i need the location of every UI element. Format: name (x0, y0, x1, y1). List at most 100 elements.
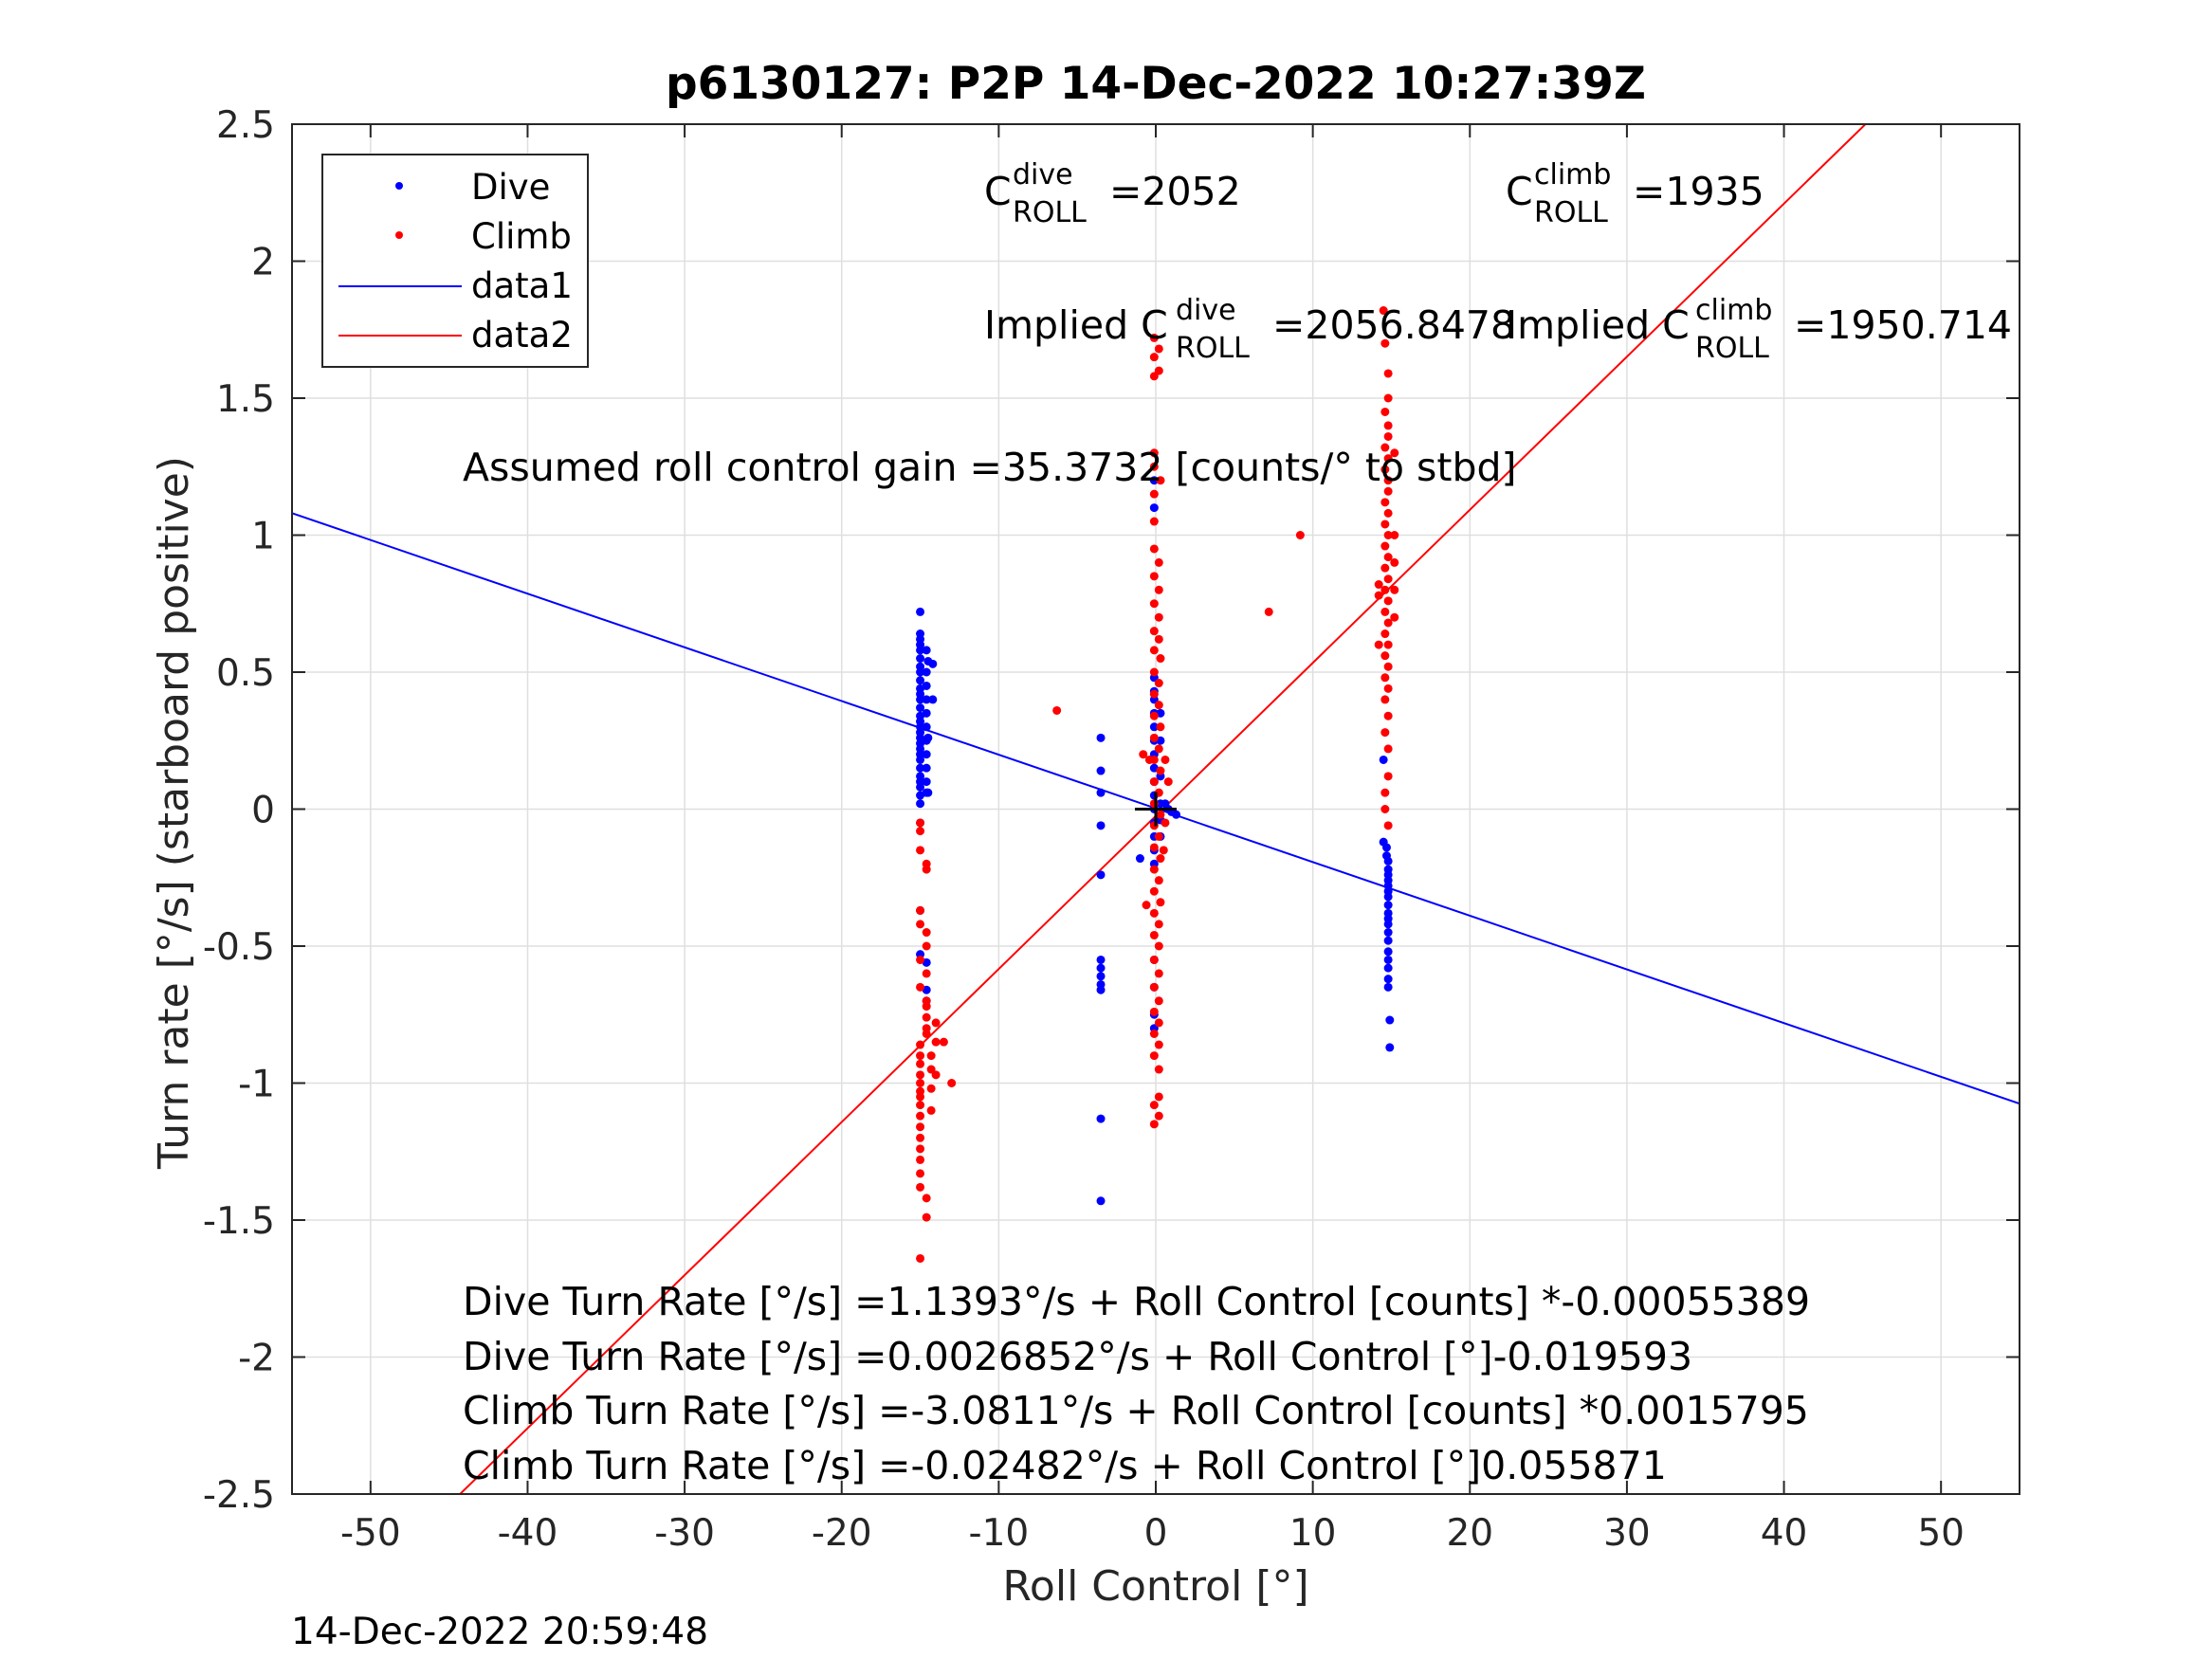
point-climb (1052, 705, 1062, 715)
legend-marker-climb (395, 231, 403, 239)
point-climb (1149, 333, 1159, 342)
point-climb (1149, 930, 1159, 939)
y-tick-label: 1 (251, 516, 275, 558)
point-climb (1156, 766, 1165, 775)
y-tick-label: 2 (251, 242, 275, 284)
point-dive (1096, 766, 1106, 775)
point-climb (1383, 574, 1393, 584)
point-climb (1390, 448, 1399, 458)
point-climb (916, 1253, 925, 1263)
point-climb (1383, 476, 1393, 485)
implied-dive-value: =2056.8478 (1272, 302, 1515, 348)
point-climb (1380, 520, 1390, 529)
point-dive (1379, 755, 1388, 764)
legend-marker-dive (395, 182, 403, 190)
point-climb (1149, 982, 1159, 992)
point-dive (916, 755, 925, 764)
point-climb (1156, 898, 1165, 907)
point-climb (916, 1111, 925, 1121)
point-dive (1096, 963, 1106, 973)
point-climb (939, 1037, 948, 1047)
point-climb (1149, 353, 1159, 362)
implied-climb-sup: climb (1695, 294, 1772, 327)
point-climb (1380, 338, 1390, 348)
point-dive (916, 799, 925, 809)
point-climb (1383, 662, 1393, 671)
roll-gain-annotation: Assumed roll control gain =35.3732 [coun… (463, 445, 1517, 490)
point-climb (1149, 448, 1159, 458)
point-dive (922, 777, 931, 787)
x-tick-label: 50 (1917, 1512, 1965, 1555)
point-dive (1096, 870, 1106, 880)
point-climb (922, 941, 931, 951)
point-climb (1149, 544, 1159, 554)
point-climb (1149, 755, 1159, 764)
y-tick-label: 0.5 (216, 652, 275, 695)
y-tick-label: -2.5 (203, 1474, 275, 1517)
axes-frame (291, 123, 2020, 1495)
point-climb (1383, 640, 1393, 649)
legend-label-climb: Climb (471, 216, 572, 257)
y-tick-label: 1.5 (216, 378, 275, 421)
point-climb (1154, 996, 1163, 1006)
fit-equation-climb-counts: Climb Turn Rate [°/s] =-3.0811°/s + Roll… (463, 1388, 1809, 1433)
point-climb (1149, 572, 1159, 581)
point-dive (916, 676, 925, 685)
point-climb (916, 1070, 925, 1080)
point-dive (922, 750, 931, 759)
point-climb (1149, 667, 1159, 677)
point-climb (1154, 744, 1163, 754)
point-dive (1096, 955, 1106, 964)
point-dive (922, 695, 931, 704)
timestamp: 14-Dec-2022 20:59:48 (291, 1611, 708, 1653)
point-climb (1380, 563, 1390, 573)
point-climb (1390, 585, 1399, 594)
c-climb-sup: climb (1534, 158, 1611, 191)
point-dive (1135, 854, 1144, 864)
point-dive (1149, 476, 1159, 485)
point-climb (1383, 508, 1393, 518)
point-climb (1380, 407, 1390, 416)
point-climb (1154, 969, 1163, 978)
point-dive (916, 695, 925, 704)
point-climb (1380, 695, 1390, 704)
point-climb (1383, 393, 1393, 403)
point-climb (1154, 612, 1163, 622)
data-points (916, 306, 1399, 1263)
point-climb (1149, 517, 1159, 526)
y-tick-label: -2 (238, 1338, 275, 1380)
point-dive (1385, 1043, 1395, 1052)
point-climb (1380, 541, 1390, 551)
x-tick-label: -10 (969, 1512, 1030, 1555)
point-dive (1096, 985, 1106, 994)
y-axis-label: Turn rate [°/s] (starboard positive) (150, 456, 198, 1170)
point-climb (1154, 366, 1163, 375)
chart-title: p6130127: P2P 14-Dec-2022 10:27:39Z (666, 58, 1646, 110)
point-climb (916, 1133, 925, 1142)
point-dive (916, 646, 925, 655)
point-dive (1383, 856, 1393, 866)
point-climb (922, 928, 931, 938)
point-climb (1154, 1018, 1163, 1028)
point-climb (1380, 607, 1390, 616)
point-dive (916, 607, 925, 616)
point-climb (922, 969, 931, 978)
point-climb (1139, 750, 1148, 759)
point-climb (1374, 580, 1383, 590)
point-climb (1390, 612, 1399, 622)
point-dive (1383, 975, 1393, 984)
point-dive (923, 733, 933, 742)
c-climb-annotation: C climb ROLL =1935 (1506, 158, 1764, 229)
point-dive (922, 708, 931, 718)
point-climb (947, 1079, 957, 1087)
point-climb (931, 1070, 941, 1080)
point-climb (1154, 1040, 1163, 1049)
c-dive-base: C (984, 169, 1012, 214)
point-climb (1380, 443, 1390, 452)
point-climb (1383, 596, 1393, 606)
point-dive (1383, 936, 1393, 945)
point-climb (1383, 553, 1393, 562)
x-tick-label: 40 (1761, 1512, 1808, 1555)
point-climb (1154, 920, 1163, 929)
